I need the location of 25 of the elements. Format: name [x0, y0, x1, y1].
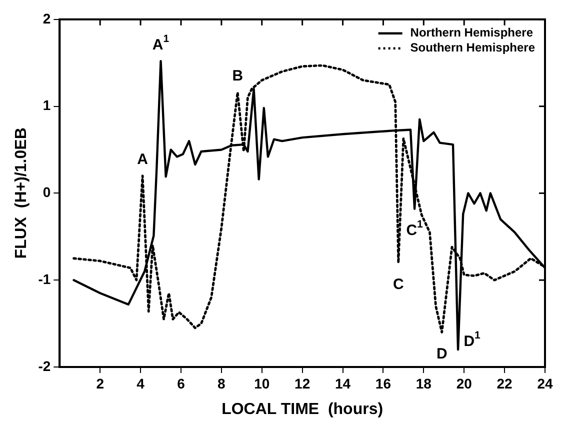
x-tick-label: 24 [537, 375, 553, 392]
x-tick-label: 6 [177, 375, 186, 392]
x-tick-label: 20 [456, 375, 472, 392]
x-tick-label: 18 [416, 375, 432, 392]
x-tick-label: 8 [218, 375, 226, 392]
y-tick-label: 2 [42, 10, 51, 26]
x-tick-label: 2 [96, 375, 104, 392]
y-axis-title: FLUX (H+)/1.0EB [13, 128, 30, 259]
x-tick-label: 4 [136, 375, 145, 392]
x-tick-label: 22 [496, 375, 513, 392]
y-tick-label: 0 [42, 184, 51, 200]
y-tick-label: -2 [38, 358, 51, 374]
x-tick-label: 16 [375, 375, 392, 392]
x-tick-label: 14 [334, 375, 351, 392]
y-tick-label: -1 [38, 270, 51, 287]
legend-label: Northern Hemisphere [410, 26, 534, 40]
annotation: D [436, 345, 448, 362]
annotation: A [137, 150, 148, 168]
legend-label: Southern Hemisphere [410, 40, 536, 55]
x-tick-label: 10 [254, 375, 270, 392]
x-tick-label: 12 [294, 375, 310, 392]
x-axis-title: LOCAL TIME (hours) [222, 400, 384, 418]
annotation: B [232, 68, 244, 85]
y-tick-label: 1 [42, 97, 51, 114]
annotation: C [392, 276, 404, 293]
